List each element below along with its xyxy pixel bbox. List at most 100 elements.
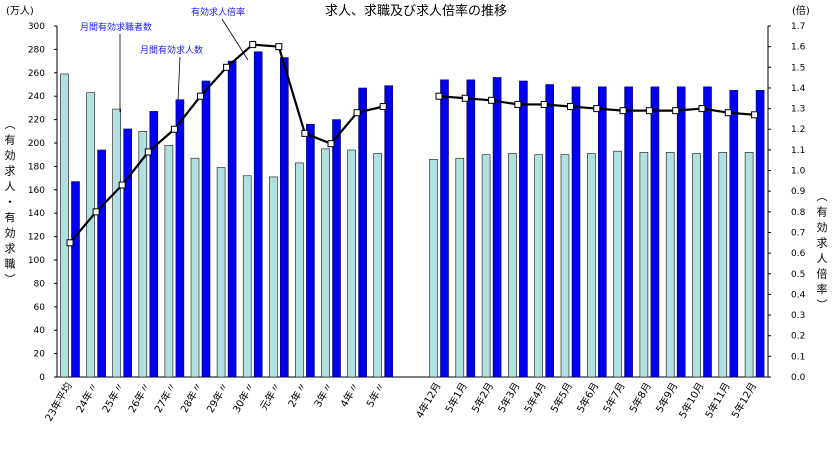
right-tick-label: 0.8 [791, 208, 806, 218]
x-tick-label: 30年〃 [230, 380, 258, 415]
bar-job-seekers [718, 152, 728, 378]
ratio-point [540, 100, 548, 108]
bar-job-seekers [164, 145, 174, 378]
left-tick-label: 120 [28, 233, 45, 243]
axis-title-char: ︵ [5, 118, 16, 131]
bar-job-seekers [60, 73, 69, 378]
bar-job-openings [384, 85, 394, 378]
bar-job-seekers [86, 92, 95, 378]
x-tick-label: 5年10月 [676, 380, 707, 420]
bar-job-seekers [560, 154, 570, 378]
left-tick-label: 160 [28, 186, 45, 196]
left-tick-label: 280 [28, 45, 45, 55]
right-tick-label: 1.0 [791, 167, 806, 177]
right-tick-label: 0.9 [791, 187, 806, 197]
x-tick-label: 5年11月 [702, 380, 733, 420]
x-tick-label: 5年1月 [442, 380, 470, 415]
x-tick-label: 26年〃 [125, 380, 153, 415]
left-unit: (万人) [6, 5, 34, 17]
left-tick-label: 20 [34, 350, 46, 360]
bar-job-openings [253, 51, 263, 378]
bar-job-openings [227, 60, 237, 378]
ratio-line [66, 41, 759, 247]
bar-job-openings [71, 181, 80, 378]
ratio-point [249, 41, 257, 49]
bar-job-openings [492, 77, 502, 378]
axis-title-char: 倍 [817, 267, 828, 281]
right-tick-label: 0.4 [791, 290, 806, 300]
bar-job-seekers [508, 153, 517, 378]
ratio-point [698, 105, 706, 113]
x-tick-label: 4年12月 [413, 380, 444, 420]
bar-job-seekers [613, 150, 622, 378]
x-tick-label: 5年3月 [495, 380, 523, 415]
bar-job-seekers [216, 167, 226, 378]
right-tick-label: 1.3 [791, 105, 805, 115]
bar-job-seekers [534, 154, 544, 378]
bar-job-openings [571, 86, 581, 378]
left-tick-label: 300 [28, 22, 45, 32]
bar-job-seekers [268, 176, 278, 378]
axis-title-char: 人 [5, 180, 16, 193]
left-tick-label: 40 [34, 326, 46, 336]
ratio-point [488, 96, 496, 104]
x-tick-label: 4年〃 [337, 380, 361, 409]
x-tick-label: 24年〃 [73, 380, 101, 415]
axis-title-char: 効 [5, 148, 16, 162]
bar-job-seekers [692, 153, 701, 378]
x-tick-label: 5年5月 [547, 380, 575, 415]
ratio-point [514, 100, 522, 108]
left-tick-label: 80 [34, 279, 46, 289]
left-tick-label: 260 [28, 69, 45, 79]
x-tick-label: 元年〃 [257, 380, 283, 412]
left-tick-label: 0 [39, 373, 45, 383]
annotation-leader [221, 18, 249, 61]
bar-job-seekers [429, 159, 438, 378]
bar-job-openings [97, 149, 106, 378]
right-tick-label: 0.6 [791, 249, 806, 259]
axis-title-char: 有 [5, 133, 16, 147]
x-tick-label: 5年6月 [574, 380, 602, 415]
right-tick-label: 1.7 [791, 22, 805, 32]
right-tick-label: 1.5 [791, 63, 805, 73]
left-tick-label: 200 [28, 139, 45, 149]
left-axis-title: ︵有効求人・有効求職︶ [5, 118, 16, 286]
bar-job-openings [676, 86, 686, 378]
x-tick-label: 28年〃 [177, 380, 205, 415]
bar-job-openings [332, 119, 341, 378]
ratio-point [751, 111, 759, 119]
ratio-point [724, 109, 732, 117]
bar-job-seekers [138, 131, 148, 378]
annotation-label: 月間有効求人数 [140, 44, 203, 56]
right-tick-label: 0.5 [791, 270, 805, 280]
axis-title-char: ︶ [817, 299, 828, 312]
ratio-point [645, 107, 653, 115]
right-tick-label: 0.3 [791, 311, 805, 321]
right-tick-label: 0.2 [791, 332, 805, 342]
axis-title-char: ︶ [5, 273, 16, 286]
bar-job-seekers [586, 153, 596, 378]
chart-title: 求人、求職及び求人倍率の推移 [325, 3, 507, 19]
x-tick-label: 5年2月 [469, 380, 497, 415]
bar-job-seekers [347, 149, 356, 378]
right-tick-label: 1.6 [791, 43, 806, 53]
annotation-label: 月間有効求職者数 [80, 21, 152, 33]
x-tick-label: 2年〃 [285, 380, 309, 409]
right-tick-label: 0.7 [791, 228, 805, 238]
ratio-point [223, 63, 231, 71]
right-tick-label: 1.1 [791, 146, 805, 156]
bar-job-openings [279, 57, 289, 378]
axis-title-char: ・ [5, 196, 16, 209]
right-unit: (倍) [792, 4, 810, 17]
x-tick-label: 5年8月 [626, 380, 654, 415]
axis-title-char: 率 [817, 282, 828, 296]
ratio-point [461, 94, 469, 102]
right-tick-label: 1.2 [791, 125, 805, 135]
ratio-point [170, 125, 178, 133]
axis-title-char: ︵ [817, 190, 828, 203]
bars [60, 51, 765, 378]
axis-title-char: 効 [817, 220, 828, 234]
bar-job-openings [149, 111, 159, 378]
ratio-point [353, 109, 361, 117]
bar-job-seekers [242, 175, 252, 378]
